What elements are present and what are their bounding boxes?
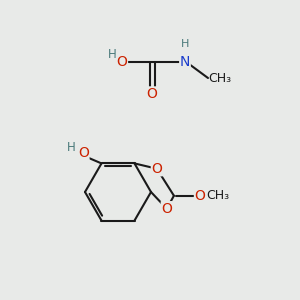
- Text: O: O: [161, 202, 172, 216]
- Text: H: H: [67, 141, 76, 154]
- Text: CH₃: CH₃: [208, 71, 232, 85]
- Text: O: O: [147, 87, 158, 101]
- Text: O: O: [78, 146, 89, 161]
- Text: N: N: [180, 55, 190, 69]
- Text: O: O: [194, 189, 206, 203]
- Text: O: O: [117, 55, 128, 69]
- Text: H: H: [181, 39, 189, 49]
- Text: H: H: [108, 49, 116, 62]
- Text: O: O: [152, 162, 162, 176]
- Text: CH₃: CH₃: [206, 189, 230, 202]
